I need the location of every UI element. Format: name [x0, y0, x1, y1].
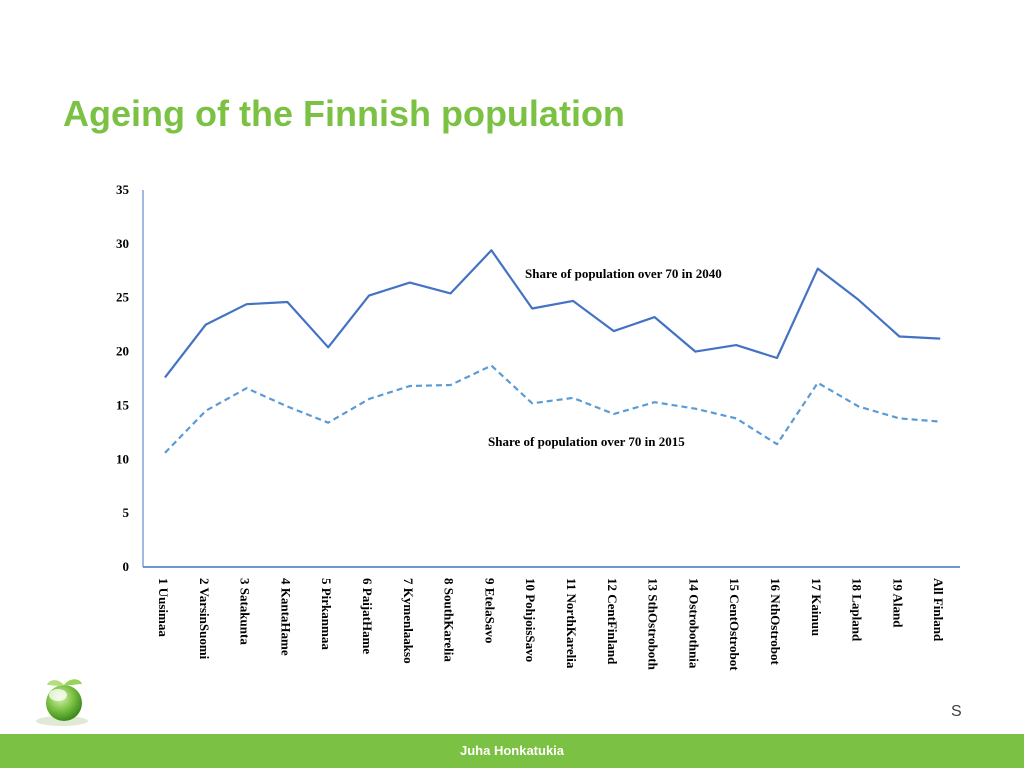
slide-title: Ageing of the Finnish population	[63, 93, 625, 134]
series-label-2015: Share of population over 70 in 2015	[488, 434, 685, 449]
x-tick-label: 15 CentOstrobot	[727, 578, 742, 671]
edge-glyph: S	[951, 703, 962, 720]
y-tick-label: 5	[123, 505, 130, 520]
x-tick-label: 4 KantaHame	[278, 578, 293, 656]
series-line-2015	[164, 364, 941, 454]
series-line-2040	[164, 249, 941, 379]
x-tick-label: 7 Kymenlaakso	[401, 578, 416, 664]
x-tick-labels: 1 Uusimaa 2 VarsinSuomi 3 Satakunta 4 Kanta…	[156, 578, 946, 671]
x-tick-label: 11 NorthKarelia	[564, 578, 579, 669]
y-tick-label: 35	[116, 182, 130, 197]
line-chart: 0 5 10 15 20 25 30 35 1 Uusimaa 2 VarsinSuomi 3 S…	[116, 182, 960, 671]
y-tick-label: 10	[116, 451, 129, 466]
x-tick-label: 18 Lapland	[850, 578, 865, 642]
x-tick-label: 1 Uusimaa	[156, 578, 171, 637]
y-tick-label: 15	[116, 397, 130, 412]
x-tick-label: All Finland	[931, 578, 946, 642]
y-tick-labels: 0 5 10 15 20 25 30 35	[116, 182, 130, 574]
x-tick-label: 8 SouthKarelia	[442, 578, 457, 662]
y-tick-label: 25	[116, 290, 130, 305]
y-tick-label: 20	[116, 344, 129, 359]
footer-author: Juha Honkatukia	[459, 743, 565, 758]
x-tick-label: 19 Aland	[890, 578, 905, 628]
x-tick-label: 14 Ostrobothnia	[686, 578, 701, 669]
x-tick-label: 3 Satakunta	[238, 578, 253, 645]
x-tick-label: 10 PohjoisSavo	[523, 578, 538, 662]
x-tick-label: 12 CentFinland	[605, 578, 620, 665]
x-tick-label: 6 PaijatHame	[360, 578, 375, 654]
x-tick-label: 13 SthOstroboth	[646, 578, 661, 671]
series-label-2040: Share of population over 70 in 2040	[525, 266, 722, 281]
x-tick-label: 16 NthOstrobot	[768, 578, 783, 665]
y-tick-label: 30	[116, 236, 129, 251]
x-tick-label: 5 Pirkanmaa	[319, 578, 334, 650]
y-tick-label: 0	[123, 559, 130, 574]
leaf-globe-logo-icon	[36, 679, 88, 726]
footer-bar	[0, 734, 1024, 768]
x-tick-label: 9 EtelaSavo	[482, 578, 497, 643]
x-tick-label: 17 Kainuu	[809, 578, 824, 636]
x-tick-label: 2 VarsinSuomi	[197, 578, 212, 660]
series-lines	[164, 249, 941, 454]
